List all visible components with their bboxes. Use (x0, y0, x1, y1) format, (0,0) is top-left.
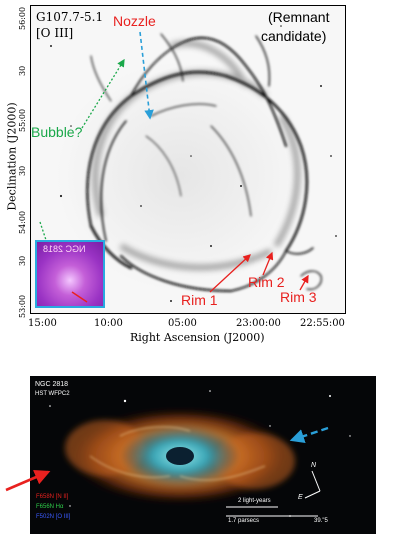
bubble-inset-arrow (39, 221, 47, 241)
filter-label: [O III] (36, 26, 74, 40)
x-tick-2: 05:00 (168, 318, 197, 329)
compass (304, 470, 321, 499)
nozzle-label: Nozzle (113, 13, 156, 29)
hst-nebula (30, 376, 376, 534)
rim1-label: Rim 1 (181, 292, 218, 308)
y-tick-6: 53:00 (18, 294, 27, 318)
candidate-note-line1: (Remnant (268, 9, 330, 25)
nozzle-arrow (139, 31, 154, 120)
rim2-arrow (262, 251, 274, 276)
bubble-label: Bubble? (31, 124, 83, 140)
object-name: G107.7-5.1 (36, 10, 104, 24)
annotation-arrows (39, 31, 309, 293)
y-tick-2: 55:00 (18, 108, 27, 132)
bottom-red-arrow (5, 469, 51, 492)
x-tick-1: 10:00 (94, 318, 123, 329)
inset-arrow (71, 291, 88, 303)
hst-instrument: HST WFPC2 (35, 391, 70, 397)
rim3-arrow (299, 274, 309, 291)
ngc2818-inset: NGC 2818 (35, 240, 105, 308)
compass-n: N (311, 462, 317, 469)
scale-light-years: 2 light-years (238, 498, 271, 504)
rim2-label: Rim 2 (248, 274, 285, 290)
hst-image-panel: NGC 2818 HST WFPC2 F658N [N II] F656N Hα… (30, 376, 376, 534)
y-tick-4: 54:00 (18, 210, 27, 234)
scale-parsecs: 1.7 parsecs (228, 518, 260, 524)
x-tick-4: 22:55:00 (300, 318, 345, 329)
y-tick-0: 56:00 (18, 6, 27, 30)
x-axis-label: Right Ascension (J2000) (130, 331, 265, 344)
y-axis-label: Declination (J2000) (5, 102, 19, 211)
y-tick-1: 30 (18, 65, 27, 76)
filter-n2: F658N [N II] (36, 494, 69, 500)
scale-arcsec: 39."5 (314, 518, 328, 524)
oiii-image-frame: NGC 2818 (30, 5, 346, 314)
y-tick-5: 30 (18, 255, 27, 266)
filter-o3: F502N [O III] (36, 514, 71, 520)
candidate-note-line2: candidate) (261, 28, 327, 44)
y-tick-3: 30 (18, 165, 27, 176)
filter-ha: F656N Hα (36, 504, 64, 510)
rim1-arrow (209, 254, 251, 293)
hst-blue-arrow (289, 426, 329, 444)
rim3-label: Rim 3 (280, 289, 317, 305)
x-tick-3: 23:00:00 (236, 318, 281, 329)
top-panel: NGC 2818 G107.7-5.1 [O III] (Remnant can… (5, 5, 346, 344)
compass-e: E (298, 494, 303, 501)
x-tick-0: 15:00 (28, 318, 57, 329)
hst-title: NGC 2818 (35, 381, 69, 388)
bubble-arrow (81, 58, 125, 129)
